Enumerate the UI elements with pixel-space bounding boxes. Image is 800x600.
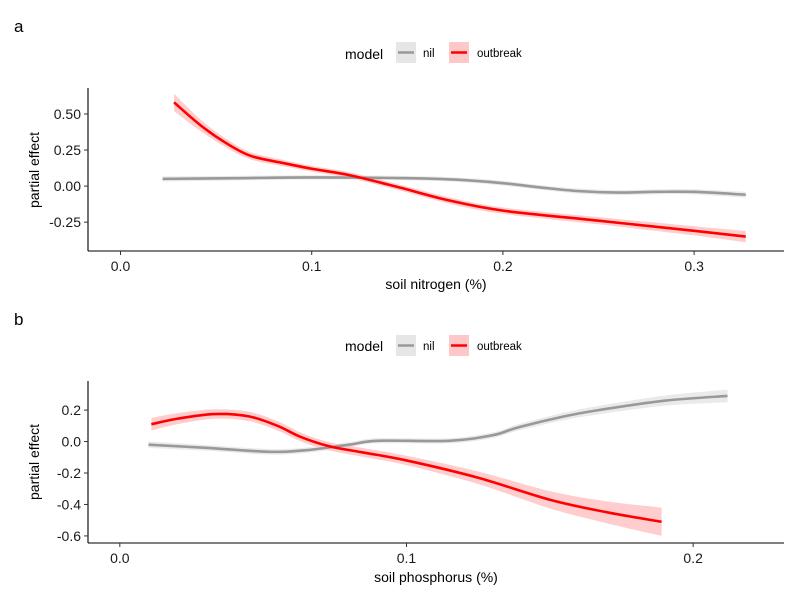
ci-band-b-nil [148,389,728,455]
x-axis-title-a: soil nitrogen (%) [385,276,486,292]
plot-area-a: 0.50 0.25 0.00 -0.25 0.0 0.1 0.2 0.3 [49,88,784,274]
y-axis-title-a: partial effect [26,132,42,208]
line-b-nil [148,394,728,454]
legend-a: model nil outbreak [345,42,522,63]
x-tick-label-a: 0.0 [111,258,131,274]
ci-band-b-outbreak [151,409,662,536]
line-b-outbreak [151,412,662,524]
y-tick-label-a: 0.25 [54,142,81,158]
line-a-nil [162,176,746,197]
legend-b: model nil outbreak [345,335,522,356]
x-tick-label-a: 0.2 [493,258,513,274]
x-tick-label-b: 0.2 [683,550,703,566]
y-tick-label-b: -0.6 [57,528,81,544]
y-axis-title-b: partial effect [26,424,42,500]
y-tick-label-b: 0.0 [62,434,82,450]
y-tick-label-a: 0.00 [54,178,81,194]
legend-a-title: model [345,46,383,62]
y-tick-label-b: -0.2 [57,465,81,481]
legend-b-title: model [345,338,383,354]
y-tick-label-a: 0.50 [54,106,81,122]
x-tick-label-b: 0.1 [397,550,417,566]
ci-band-a-outbreak [174,93,746,243]
legend-b-nil-label: nil [423,341,435,353]
x-axis-title-b: soil phosphorus (%) [374,569,498,585]
plot-area-b: 0.2 0.0 -0.2 -0.4 -0.6 0.0 0.1 0.2 [57,381,784,566]
x-tick-label-a: 0.1 [302,258,322,274]
panel-a: a model nil outbreak 0.500.250.00-0.250.… [14,17,784,292]
y-tick-label-b: -0.4 [57,496,81,512]
panel-b: b model nil outbreak 0.20.0-0.2-0.4-0.60… [14,310,784,585]
panel-a-tag: a [14,17,24,36]
x-tick-label-b: 0.0 [110,550,130,566]
x-tick-label-a: 0.3 [684,258,704,274]
y-tick-label-a: -0.25 [49,214,81,230]
line-a-outbreak [173,101,746,238]
legend-a-outbreak-label: outbreak [477,48,522,60]
legend-a-nil-label: nil [423,48,435,60]
y-tick-label-b: 0.2 [62,402,82,418]
legend-b-outbreak-label: outbreak [477,341,522,353]
panel-b-tag: b [14,310,23,329]
